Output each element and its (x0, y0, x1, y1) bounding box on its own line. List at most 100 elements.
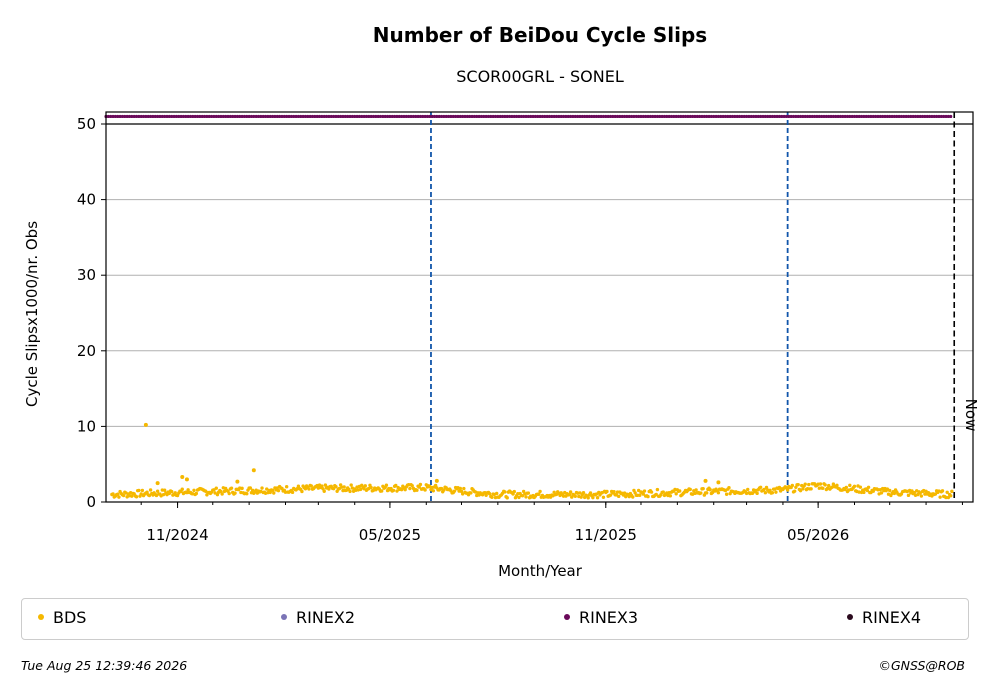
rinex3-point (299, 114, 303, 119)
rinex3-point (723, 114, 728, 119)
bds-point (538, 489, 542, 494)
rinex3-point (639, 114, 643, 119)
rinex3-point (674, 114, 678, 119)
bds-point (879, 491, 884, 495)
y-tick-label: 0 (86, 493, 96, 511)
bds-point (260, 486, 264, 490)
rinex3-point (439, 114, 444, 119)
rinex3-point (407, 114, 411, 119)
bds-point (134, 495, 139, 499)
bds-point (143, 422, 148, 427)
rinex3-point (622, 114, 627, 119)
rinex3-point (601, 114, 606, 119)
rinex3-point (667, 114, 671, 119)
bds-point (944, 495, 948, 500)
rinex3-point (580, 114, 584, 119)
rinex3-point (627, 114, 631, 119)
rinex3-point (221, 114, 225, 119)
now-label: Now (962, 399, 980, 432)
bds-point (512, 489, 516, 494)
rinex3-point (233, 114, 237, 119)
rinex3-point (824, 114, 828, 119)
rinex3-point (665, 114, 669, 119)
rinex3-point (437, 114, 441, 119)
bds-point (906, 493, 911, 498)
rinex3-point (749, 114, 753, 119)
rinex3-point (235, 114, 239, 119)
rinex3-point (592, 114, 596, 119)
rinex3-point (449, 114, 453, 119)
bds-point (130, 494, 134, 498)
bds-point (798, 488, 803, 493)
legend-label-bds: BDS (53, 608, 87, 627)
rinex3-point (744, 114, 749, 119)
rinex3-point (224, 114, 228, 119)
bds-point (423, 488, 427, 492)
rinex3-point (571, 114, 575, 119)
rinex3-point (726, 114, 730, 119)
rinex3-point (306, 114, 310, 119)
rinex3-point (890, 114, 894, 119)
legend-label-rinex2: RINEX2 (296, 608, 356, 627)
rinex3-point (109, 114, 113, 119)
rinex3-point (871, 114, 875, 119)
bds-point (703, 478, 708, 483)
bds-point (410, 483, 414, 488)
rinex3-point (219, 114, 223, 119)
rinex3-point (782, 114, 786, 119)
bds-point (175, 493, 180, 498)
rinex3-point (815, 114, 819, 119)
rinex3-point (651, 114, 655, 119)
rinex3-point (653, 114, 657, 119)
rinex3-point (346, 114, 350, 119)
bds-point (588, 491, 593, 495)
rinex3-point (869, 114, 873, 119)
rinex3-point (911, 114, 915, 119)
bds-point (865, 488, 870, 493)
rinex3-point (113, 114, 117, 119)
rinex3-point (768, 114, 772, 119)
bds-point (568, 490, 573, 494)
rinex3-point (240, 114, 244, 119)
rinex3-point (395, 114, 399, 119)
bds-point (227, 491, 231, 496)
bds-point (668, 494, 673, 498)
y-tick-label: 40 (77, 191, 96, 209)
bds-point (309, 484, 314, 488)
rinex3-point (334, 114, 338, 119)
rinex3-point (773, 114, 777, 119)
bds-point (612, 490, 616, 494)
rinex3-point (789, 114, 793, 119)
rinex3-point (568, 114, 573, 119)
rinex3-point (252, 114, 256, 119)
bds-point (601, 495, 606, 499)
rinex3-point (177, 114, 181, 119)
bds-point (322, 489, 326, 493)
rinex3-point (336, 114, 340, 119)
bds-point (184, 477, 189, 482)
rinex3-point (432, 114, 437, 119)
rinex3-point (841, 114, 845, 119)
bds-point (384, 483, 389, 487)
rinex3-point (888, 114, 892, 119)
bds-point (938, 495, 942, 499)
rinex3-point (784, 114, 789, 119)
legend-label-rinex4: RINEX4 (862, 608, 922, 627)
rinex3-point (709, 114, 713, 119)
legend-item-rinex2: RINEX2 (281, 607, 355, 629)
rinex3-point (550, 114, 554, 119)
bds-point (946, 495, 951, 500)
bds-point (248, 486, 252, 490)
rinex3-point (583, 114, 587, 119)
rinex3-point (254, 114, 258, 119)
rinex3-point (857, 114, 861, 119)
rinex3-point (838, 114, 843, 119)
rinex3-point (418, 114, 423, 119)
rinex3-point (202, 114, 207, 119)
bds-point (537, 492, 541, 496)
legend-label-rinex3: RINEX3 (579, 608, 639, 627)
rinex3-point (146, 114, 150, 119)
rinex3-point (820, 114, 824, 119)
rinex3-point (123, 114, 127, 119)
rinex3-point (752, 114, 756, 119)
